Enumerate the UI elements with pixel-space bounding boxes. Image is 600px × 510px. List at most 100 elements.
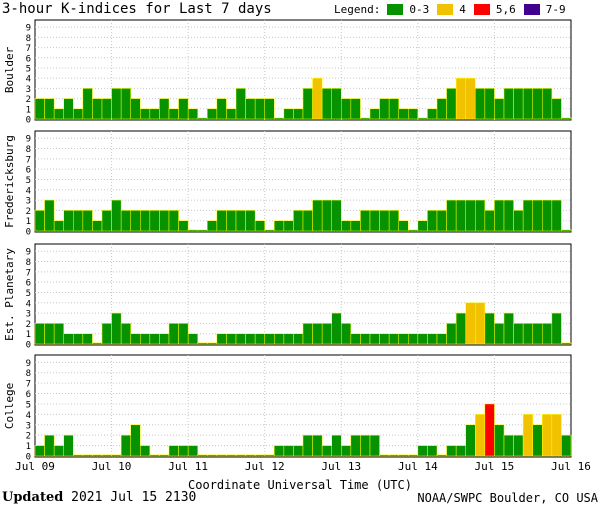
bar [427, 108, 438, 120]
bar [465, 77, 476, 120]
bar [513, 210, 524, 232]
legend: Legend: 0-3 4 5,6 7-9 [334, 3, 574, 16]
bar [197, 342, 208, 345]
source-credit: NOAA/SWPC Boulder, CO USA [417, 491, 598, 505]
bar [341, 323, 352, 345]
bar [379, 98, 390, 120]
bar [436, 98, 447, 120]
bar [178, 98, 189, 120]
bar [475, 414, 486, 457]
bar [341, 445, 352, 457]
bar [111, 312, 122, 345]
bar [63, 434, 74, 457]
y-tick-label: 3 [26, 197, 31, 207]
bar [417, 220, 428, 232]
bar [465, 302, 476, 345]
bar [417, 117, 428, 120]
legend-item-5-6: 5,6 [473, 3, 516, 16]
bar [168, 445, 179, 457]
bar [331, 312, 342, 345]
y-tick-label: 4 [26, 299, 31, 309]
bar [92, 220, 103, 232]
y-tick-label: 9 [26, 248, 31, 258]
bar [417, 333, 428, 345]
y-tick-label: 4 [26, 75, 31, 85]
bar [475, 88, 486, 120]
bar [369, 434, 380, 457]
bar [149, 210, 160, 232]
bar [350, 333, 361, 345]
bar [264, 454, 275, 457]
bar [475, 199, 486, 232]
bar [532, 424, 543, 457]
bar [178, 323, 189, 345]
bar [532, 88, 543, 120]
y-tick-label: 6 [26, 279, 31, 289]
bar [350, 220, 361, 232]
y-tick-label: 5 [26, 289, 31, 299]
bar [436, 454, 447, 457]
y-tick-label: 8 [26, 369, 31, 379]
bar [542, 88, 553, 120]
bar [542, 323, 553, 345]
updated-label: Updated [2, 490, 64, 505]
bar [293, 108, 304, 120]
bar [360, 117, 371, 120]
x-tick-label: Jul 15 [475, 460, 515, 473]
bar [187, 333, 198, 345]
bar [92, 342, 103, 345]
bar [551, 199, 562, 232]
bar [216, 454, 227, 457]
bar [551, 312, 562, 345]
bar [274, 117, 285, 120]
bar [187, 108, 198, 120]
bar [522, 323, 533, 345]
bar [235, 333, 246, 345]
y-tick-label: 5 [26, 64, 31, 74]
x-tick-label: Jul 13 [321, 460, 361, 473]
bar [369, 210, 380, 232]
bar [245, 210, 256, 232]
bar [408, 333, 419, 345]
bar [245, 333, 256, 345]
bar [111, 88, 122, 120]
bar [446, 445, 457, 457]
y-tick-label: 5 [26, 400, 31, 410]
bar [302, 323, 313, 345]
bar [264, 333, 275, 345]
bar [331, 199, 342, 232]
x-tick-label: Jul 16 [551, 460, 591, 473]
bar [446, 199, 457, 232]
bar [522, 199, 533, 232]
bar [312, 199, 323, 232]
bar [111, 454, 122, 457]
bar [369, 108, 380, 120]
bar [149, 108, 160, 120]
bar [63, 210, 74, 232]
bar [254, 454, 265, 457]
bar [494, 424, 505, 457]
bar [455, 77, 466, 120]
bar [235, 210, 246, 232]
bar [274, 333, 285, 345]
bar [149, 333, 160, 345]
bar [350, 434, 361, 457]
y-tick-label: 7 [26, 155, 31, 165]
y-axis-label: Boulder [3, 46, 16, 93]
bar [398, 333, 409, 345]
bar [427, 333, 438, 345]
bar [82, 210, 93, 232]
y-axis-label: Fredericksburg [3, 135, 16, 228]
bar [130, 210, 141, 232]
legend-swatch-5-6 [473, 4, 490, 15]
bar [532, 323, 543, 345]
bar [264, 98, 275, 120]
bar [542, 414, 553, 457]
bar [283, 445, 294, 457]
x-tick-label: Jul 14 [398, 460, 438, 473]
y-tick-label: 2 [26, 320, 31, 330]
x-tick-label: Jul 11 [168, 460, 208, 473]
